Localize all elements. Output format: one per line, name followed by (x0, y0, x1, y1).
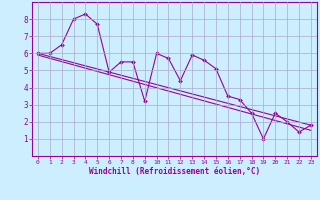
X-axis label: Windchill (Refroidissement éolien,°C): Windchill (Refroidissement éolien,°C) (89, 167, 260, 176)
